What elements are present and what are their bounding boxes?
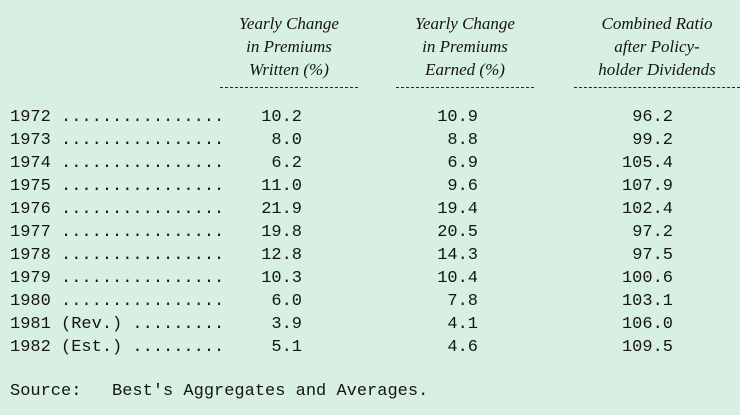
premiums-written-value: 6.0 — [271, 292, 302, 311]
premiums-written-value: 10.2 — [261, 108, 302, 127]
combined-ratio-value: 97.2 — [632, 223, 673, 242]
row-label: 1979 ................ — [10, 269, 225, 288]
premiums-earned-value: 19.4 — [437, 200, 478, 219]
table-row: 1972 ................ 10.2 10.9 96.2 — [0, 106, 740, 129]
premiums-earned-value: 7.8 — [447, 292, 478, 311]
header-line: Yearly Change — [415, 14, 515, 33]
header-line: in Premiums — [246, 37, 332, 56]
header-line: Written (%) — [249, 60, 329, 79]
row-label: 1974 ................ — [10, 154, 225, 173]
header-line: Combined Ratio — [601, 14, 713, 33]
row-label: 1977 ................ — [10, 223, 225, 242]
header-line: Earned (%) — [425, 60, 505, 79]
header-premiums-written: Yearly Change in Premiums Written (%) — [220, 12, 358, 88]
premiums-written-value: 19.8 — [261, 223, 302, 242]
premiums-written-value: 3.9 — [271, 315, 302, 334]
header-divider — [574, 87, 740, 88]
combined-ratio-value: 105.4 — [621, 154, 673, 173]
row-label: 1975 ................ — [10, 177, 225, 196]
header-divider — [220, 87, 358, 88]
data-table-body: 1972 ................ 10.2 10.9 96.2 1973 ..… — [0, 106, 740, 359]
table-row: 1980 ................ 6.0 7.8 103.1 — [0, 290, 740, 313]
row-label: 1976 ................ — [10, 200, 225, 219]
table-row: 1978 ................ 12.8 14.3 97.5 — [0, 244, 740, 267]
premiums-earned-value: 9.6 — [447, 177, 478, 196]
header-combined-ratio: Combined Ratio after Policy- holder Divi… — [574, 12, 740, 88]
row-label: 1978 ................ — [10, 246, 225, 265]
combined-ratio-value: 103.1 — [621, 292, 673, 311]
premiums-written-value: 11.0 — [261, 177, 302, 196]
premiums-earned-value: 4.6 — [447, 338, 478, 357]
combined-ratio-value: 97.5 — [632, 246, 673, 265]
combined-ratio-value: 109.5 — [621, 338, 673, 357]
row-label: 1980 ................ — [10, 292, 225, 311]
premiums-written-value: 6.2 — [271, 154, 302, 173]
header-line: after Policy- — [614, 37, 700, 56]
combined-ratio-value: 106.0 — [621, 315, 673, 334]
premiums-earned-value: 14.3 — [437, 246, 478, 265]
premiums-earned-value: 10.4 — [437, 269, 478, 288]
combined-ratio-value: 107.9 — [621, 177, 673, 196]
source-note: Source: Best's Aggregates and Averages. — [10, 382, 429, 401]
premiums-earned-value: 4.1 — [447, 315, 478, 334]
premiums-earned-value: 8.8 — [447, 131, 478, 150]
premiums-earned-value: 20.5 — [437, 223, 478, 242]
table-row: 1973 ................ 8.0 8.8 99.2 — [0, 129, 740, 152]
premiums-earned-value: 6.9 — [447, 154, 478, 173]
header-line: in Premiums — [422, 37, 508, 56]
header-line: Yearly Change — [239, 14, 339, 33]
table-row: 1976 ................ 21.9 19.4 102.4 — [0, 198, 740, 221]
row-label: 1972 ................ — [10, 108, 225, 127]
row-label: 1973 ................ — [10, 131, 225, 150]
premiums-earned-value: 10.9 — [437, 108, 478, 127]
premiums-written-value: 8.0 — [271, 131, 302, 150]
table-row: 1982 (Est.) ......... 5.1 4.6 109.5 — [0, 336, 740, 359]
premiums-written-value: 12.8 — [261, 246, 302, 265]
premiums-written-value: 21.9 — [261, 200, 302, 219]
combined-ratio-value: 100.6 — [621, 269, 673, 288]
combined-ratio-value: 99.2 — [632, 131, 673, 150]
row-label: 1982 (Est.) ......... — [10, 338, 225, 357]
table-row: 1975 ................ 11.0 9.6 107.9 — [0, 175, 740, 198]
header-line: holder Dividends — [598, 60, 716, 79]
header-divider — [396, 87, 534, 88]
table-row: 1979 ................ 10.3 10.4 100.6 — [0, 267, 740, 290]
premiums-written-value: 5.1 — [271, 338, 302, 357]
premiums-written-value: 10.3 — [261, 269, 302, 288]
header-premiums-earned: Yearly Change in Premiums Earned (%) — [396, 12, 534, 88]
table-row: 1977 ................ 19.8 20.5 97.2 — [0, 221, 740, 244]
combined-ratio-value: 96.2 — [632, 108, 673, 127]
combined-ratio-value: 102.4 — [621, 200, 673, 219]
table-row: 1981 (Rev.) ......... 3.9 4.1 106.0 — [0, 313, 740, 336]
table-row: 1974 ................ 6.2 6.9 105.4 — [0, 152, 740, 175]
row-label: 1981 (Rev.) ......... — [10, 315, 225, 334]
